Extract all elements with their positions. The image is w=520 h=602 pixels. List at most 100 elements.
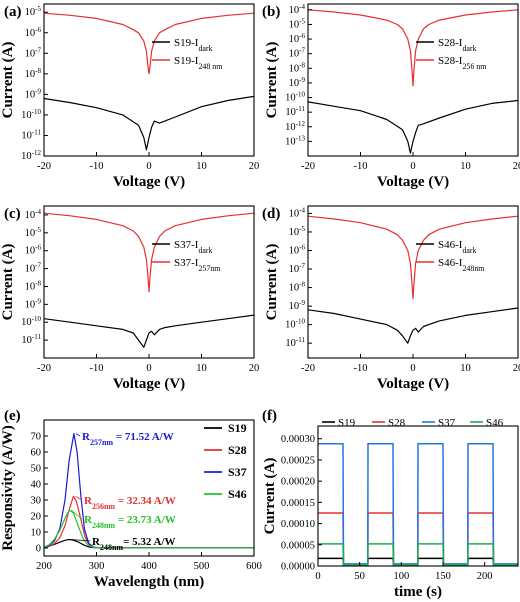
legend-entry: S28-I256 nm xyxy=(438,55,487,71)
y-tick-label: 10-4 xyxy=(25,208,42,221)
y-tick-label: 10-5 xyxy=(25,226,42,239)
x-tick-label: -10 xyxy=(354,363,368,374)
x-tick-label: 400 xyxy=(141,561,157,572)
y-tick-label: 10-8 xyxy=(289,61,306,74)
series-line-dark xyxy=(308,99,518,154)
legend-entry: S19 xyxy=(228,421,247,435)
legend-entry: S37-Idark xyxy=(174,239,213,255)
y-tick-label: 10-5 xyxy=(25,5,42,18)
plot-area xyxy=(308,215,518,344)
y-tick-label: 10-5 xyxy=(289,225,306,238)
y-tick-label: 10-6 xyxy=(25,244,42,257)
series-line-light xyxy=(44,212,254,293)
x-tick-label: -10 xyxy=(90,363,104,374)
x-tick-label: 50 xyxy=(354,571,365,582)
y-tick-label: 40 xyxy=(31,480,42,491)
series-line-S37 xyxy=(318,443,518,565)
y-tick-label: 10-6 xyxy=(25,26,42,39)
legend-entry: S28 xyxy=(388,417,406,429)
plot-frame xyxy=(317,425,519,567)
legend-entry: S28-Idark xyxy=(438,37,477,53)
y-axis-label: Responsivity (A/W) xyxy=(0,425,16,550)
x-axis-label: Voltage (V) xyxy=(377,174,449,190)
annotation-arrow xyxy=(75,433,81,437)
y-tick-label: 10-7 xyxy=(289,262,306,275)
x-tick-label: -20 xyxy=(301,161,315,172)
annotation-label: R248nm = 23.73 A/W xyxy=(84,514,176,530)
annotation-label: R256nm = 32.34 A/W xyxy=(84,495,176,511)
y-tick-label: 10-9 xyxy=(25,297,42,310)
y-tick-label: 0 xyxy=(36,544,41,555)
annotation-arrow xyxy=(71,539,91,542)
y-tick-label: 10-6 xyxy=(289,32,306,45)
y-axis-label: Current (A) xyxy=(264,244,280,321)
legend-entry: S28 xyxy=(228,443,247,457)
series-line-dark xyxy=(44,95,254,151)
y-tick-label: 0.00025 xyxy=(281,455,315,466)
y-tick-label: 0.00020 xyxy=(281,477,315,488)
plot-area xyxy=(308,9,518,154)
panel-a: (a) -20 -10 0 10 20 10-12 10-11 10-10 10-9 10-8 10-… xyxy=(0,3,259,190)
series-line-light xyxy=(44,12,254,75)
x-tick-label: 300 xyxy=(89,561,105,572)
plot-area xyxy=(44,212,254,348)
x-tick-label: 10 xyxy=(460,161,471,172)
y-tick-label: 10-12 xyxy=(21,149,41,162)
y-tick-label: 10-10 xyxy=(285,318,305,331)
y-tick-label: 10-7 xyxy=(289,47,306,60)
y-tick-label: 0.00030 xyxy=(281,434,315,445)
y-tick-label: 10-4 xyxy=(289,206,306,219)
x-tick-label: 200 xyxy=(36,561,52,572)
y-axis-label: Current (A) xyxy=(0,42,16,119)
y-tick-label: 10-9 xyxy=(25,87,42,100)
x-tick-label: 0 xyxy=(410,161,415,172)
series-line-dark xyxy=(308,307,518,344)
y-axis-label: Current (A) xyxy=(262,458,278,535)
x-tick-label: 0 xyxy=(146,363,151,374)
panel-label: (b) xyxy=(262,4,280,20)
legend-entry: S46-I248nm xyxy=(438,257,485,273)
y-tick-label: 10-7 xyxy=(25,46,42,59)
y-tick-label: 10-8 xyxy=(25,279,42,292)
y-tick-label: 10-13 xyxy=(285,134,305,147)
x-tick-label: 10 xyxy=(196,161,207,172)
y-tick-label: 70 xyxy=(31,432,42,443)
annotation-arrow xyxy=(70,509,83,520)
x-tick-label: -20 xyxy=(37,363,51,374)
annotation-label: R257nm = 71.52 A/W xyxy=(82,431,174,447)
x-tick-label: 200 xyxy=(477,571,493,582)
panel-f: (f) 0 50 100 150 200 0.00000 0.00005 0.00010 0.00… xyxy=(262,408,519,600)
panel-label: (c) xyxy=(4,206,21,222)
y-tick-label: 10-10 xyxy=(285,91,305,104)
y-tick-label: 10-11 xyxy=(285,105,305,118)
plot-area xyxy=(44,433,254,549)
y-tick-label: 10-9 xyxy=(289,76,306,89)
y-tick-label: 20 xyxy=(31,512,42,523)
y-tick-label: 10-7 xyxy=(25,262,42,275)
legend-entry: S46-Idark xyxy=(438,239,477,255)
x-tick-label: -20 xyxy=(37,161,51,172)
x-tick-label: 0 xyxy=(146,161,151,172)
x-tick-label: 10 xyxy=(196,363,207,374)
series-line-dark xyxy=(44,314,254,348)
x-tick-label: 0 xyxy=(410,363,415,374)
plot-area xyxy=(318,443,518,566)
y-tick-label: 10-11 xyxy=(21,128,41,141)
y-axis-label: Current (A) xyxy=(0,244,16,321)
x-tick-label: 150 xyxy=(435,571,451,582)
y-tick-label: 0.00015 xyxy=(281,498,315,509)
panel-label: (a) xyxy=(4,4,22,20)
x-tick-label: -10 xyxy=(90,161,104,172)
series-line-S37 xyxy=(44,433,254,549)
panel-d: (d) -20 -10 0 10 20 10-11 10-10 10-9 10-8 10-7 10-6… xyxy=(262,205,520,392)
annotation-arrow xyxy=(75,495,83,501)
y-tick-label: 60 xyxy=(31,448,42,459)
series-line-S46 xyxy=(44,509,254,549)
y-tick-label: 30 xyxy=(31,496,42,507)
panel-label: (d) xyxy=(262,206,280,222)
y-tick-label: 10 xyxy=(31,528,42,539)
series-line-light xyxy=(308,215,518,300)
panel-e: (e) 200 300 400 500 600 0 10 20 30 40 50 60 70 Wavelen… xyxy=(0,408,262,590)
